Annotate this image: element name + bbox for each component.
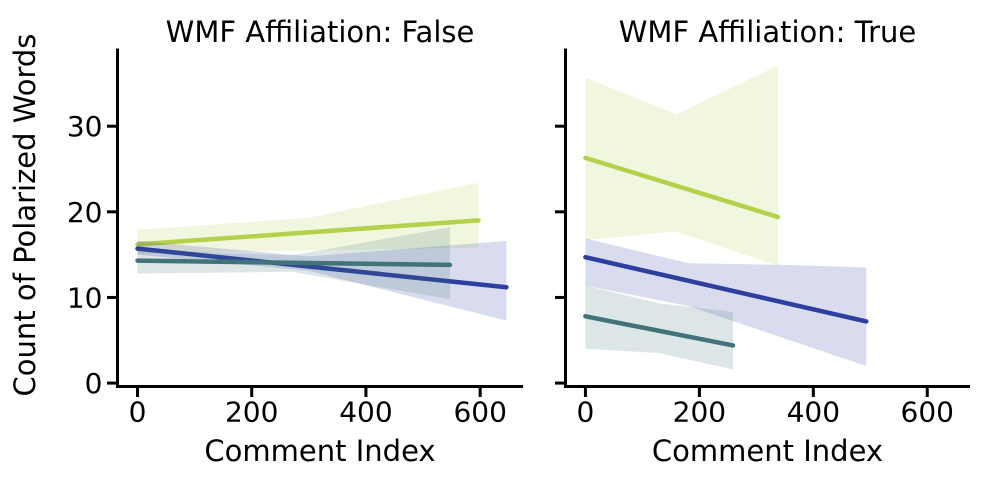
x-tick-label: 200 — [225, 396, 278, 429]
x-tick-label: 0 — [577, 396, 595, 429]
regression-line-series-dark-blue — [583, 254, 869, 324]
confidence-band-series-yellow-green — [585, 65, 778, 266]
confidence-band-series-yellow-green — [137, 182, 479, 254]
facet-title-true: WMF Affiliation: True — [618, 15, 917, 49]
y-tick-label: 30 — [67, 110, 103, 143]
y-tick-label: 10 — [67, 281, 103, 314]
x-axis-label-left: Comment Index — [204, 434, 436, 468]
x-tick-label: 600 — [453, 396, 506, 429]
regression-line-series-teal — [135, 258, 453, 268]
regression-line-series-teal — [583, 314, 736, 348]
x-tick-label: 400 — [339, 396, 392, 429]
x-axis-label-right: Comment Index — [651, 434, 884, 468]
confidence-band-series-dark-blue — [585, 238, 867, 366]
regression-line-series-dark-blue — [135, 246, 509, 290]
regression-line-series-yellow-green — [583, 155, 781, 220]
facet-title-false: WMF Affiliation: False — [165, 15, 475, 49]
x-tick-label: 200 — [673, 396, 726, 429]
y-tick-label: 20 — [67, 196, 103, 229]
y-axis-label: Count of Polarized Words — [8, 33, 42, 397]
x-tick-label: 600 — [901, 396, 954, 429]
y-tick-label: 0 — [85, 367, 103, 400]
regression-line-series-yellow-green — [135, 218, 481, 247]
x-tick-label: 0 — [129, 396, 147, 429]
confidence-band-series-teal — [585, 285, 733, 370]
x-tick-label: 400 — [787, 396, 840, 429]
